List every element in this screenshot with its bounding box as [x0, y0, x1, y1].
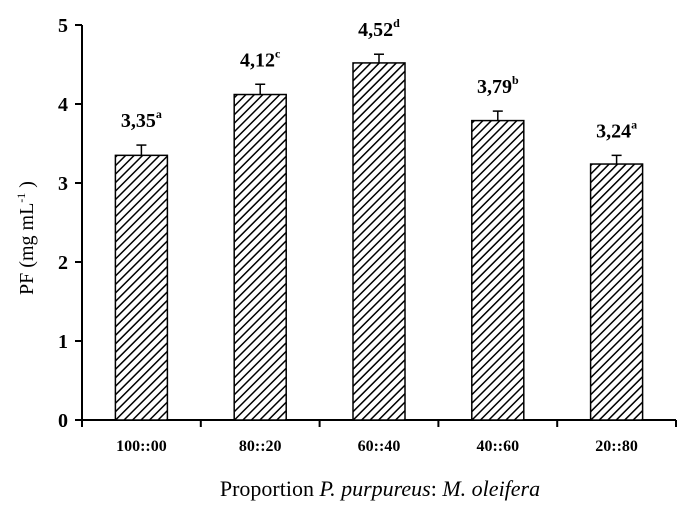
data-label: 3,24a	[596, 117, 637, 142]
bar	[233, 93, 287, 421]
y-tick-label: 5	[58, 15, 68, 37]
x-axis-label: Proportion P. purpureus: M. oleifera	[220, 476, 540, 501]
y-tick-label: 0	[58, 410, 68, 432]
data-label: 4,52d	[358, 16, 400, 41]
y-tick-label: 1	[58, 331, 68, 353]
x-tick-label: 60::40	[358, 438, 401, 455]
y-axis-label: PF (mg mL-1 )	[14, 181, 38, 295]
data-label: 4,12c	[240, 46, 281, 71]
y-tick-label: 3	[58, 173, 68, 195]
bar	[471, 119, 525, 421]
data-label: 3,35a	[121, 107, 162, 132]
bar	[114, 154, 169, 421]
data-label: 3,79b	[477, 73, 519, 98]
bar	[589, 163, 644, 421]
y-tick-label: 4	[58, 94, 68, 116]
bar	[352, 62, 406, 421]
x-tick-label: 80::20	[239, 438, 282, 455]
x-tick-label: 20::80	[595, 438, 638, 455]
y-tick-label: 2	[58, 252, 68, 274]
x-tick-label: 40::60	[476, 438, 519, 455]
x-tick-label: 100::00	[116, 438, 167, 455]
